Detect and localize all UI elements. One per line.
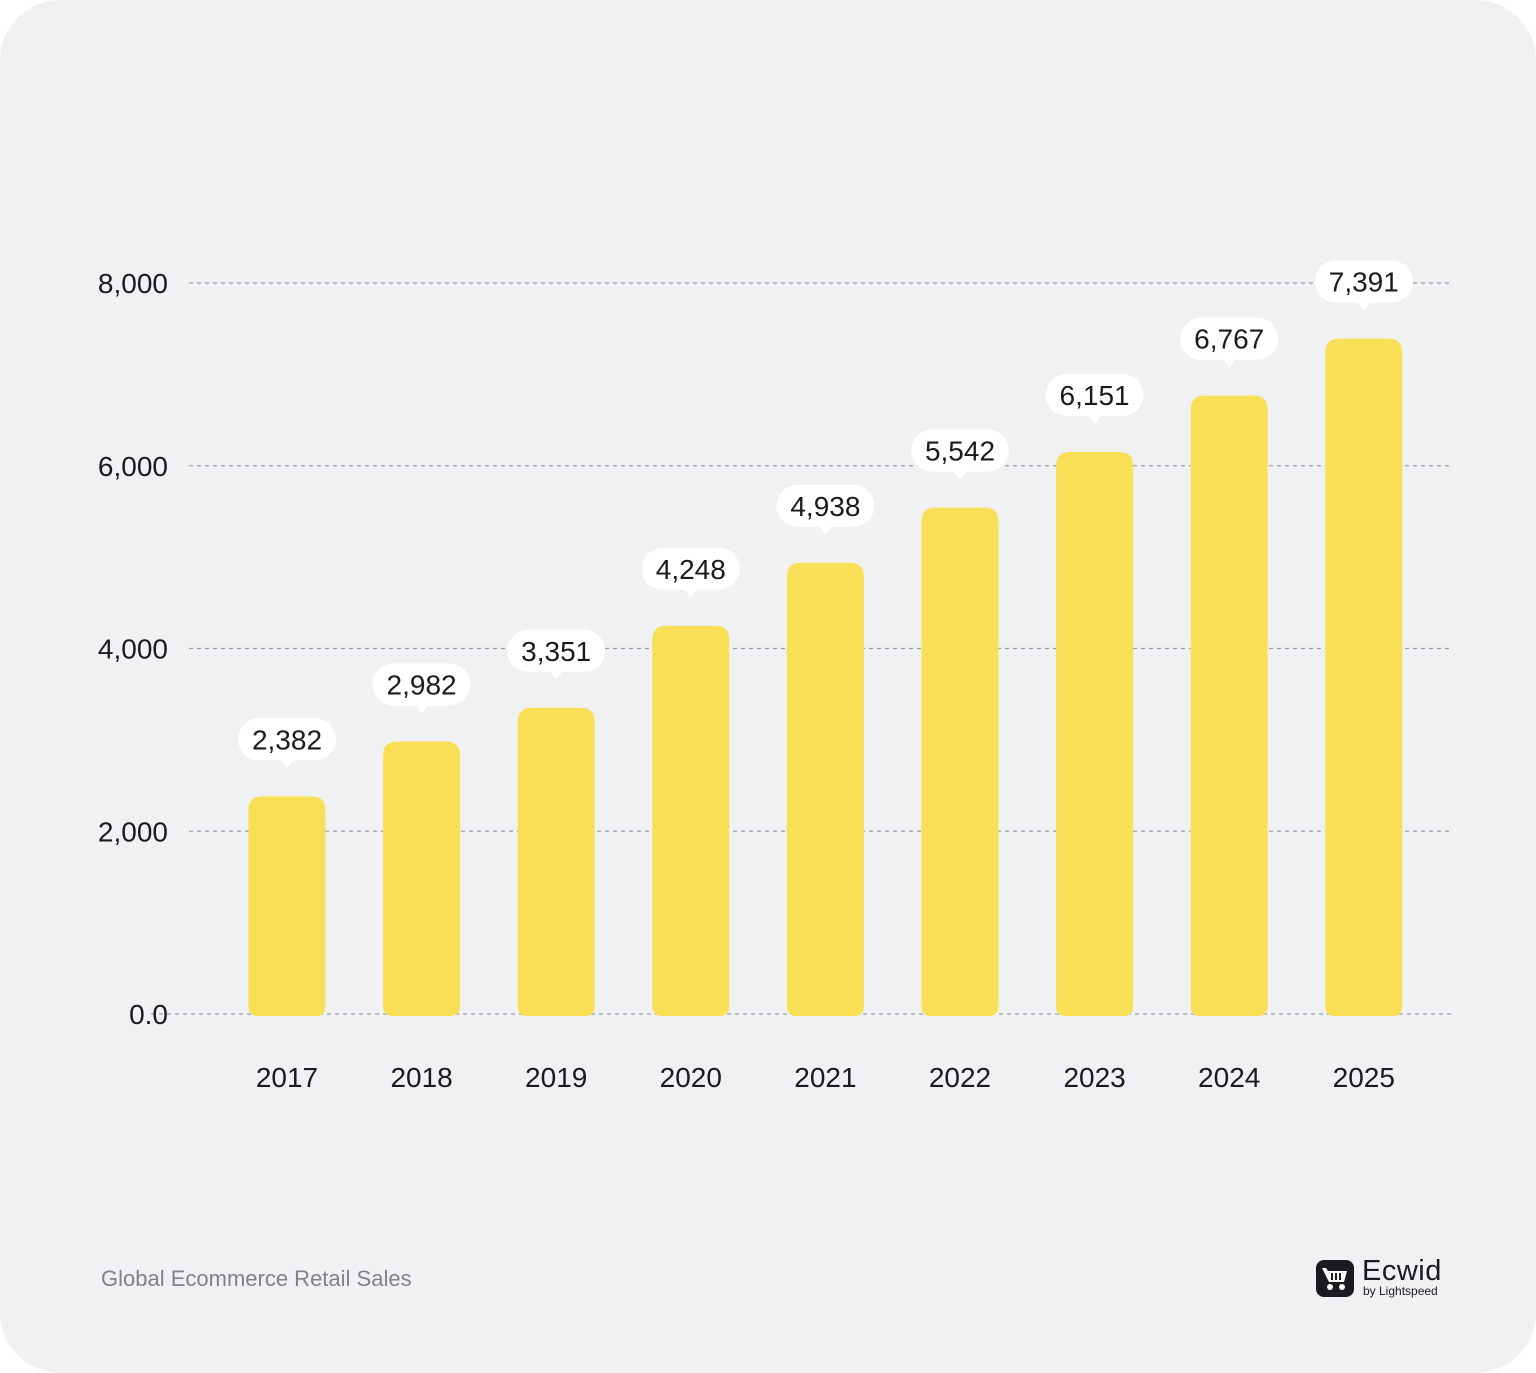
x-tick-label: 2020 bbox=[660, 1062, 722, 1093]
chart-caption: Global Ecommerce Retail Sales bbox=[101, 1266, 412, 1291]
y-tick-label: 8,000 bbox=[98, 268, 168, 299]
data-label-2019: 3,351 bbox=[507, 629, 606, 680]
data-label-pointer bbox=[1087, 414, 1102, 424]
data-label-pointer bbox=[414, 704, 429, 714]
data-label-2023: 6,151 bbox=[1045, 373, 1144, 424]
data-label-value: 3,351 bbox=[521, 636, 591, 667]
data-label-2018: 2,982 bbox=[372, 663, 471, 714]
data-label-bubble bbox=[776, 484, 875, 527]
data-label-pointer bbox=[818, 525, 833, 535]
data-label-pointer bbox=[549, 670, 564, 680]
data-label-pointer bbox=[1222, 358, 1237, 368]
data-label-pointer bbox=[1356, 301, 1371, 311]
bar-2018 bbox=[383, 741, 461, 1016]
data-label-value: 7,391 bbox=[1329, 267, 1399, 298]
shopping-cart-icon bbox=[1316, 1260, 1354, 1297]
y-tick-label: 2,000 bbox=[98, 816, 168, 847]
x-tick-label: 2022 bbox=[929, 1062, 991, 1093]
data-label-2024: 6,767 bbox=[1180, 317, 1279, 368]
data-labels: 2,382 2,982 3,351 4,248 4,938 5,542 6,151 6,767… bbox=[238, 260, 1413, 769]
data-label-2025: 7,391 bbox=[1314, 260, 1413, 311]
bar-2025 bbox=[1325, 338, 1403, 1017]
data-label-2017: 2,382 bbox=[238, 718, 336, 769]
x-tick-label: 2017 bbox=[256, 1062, 318, 1093]
data-label-value: 5,542 bbox=[925, 436, 995, 467]
bar-2022 bbox=[921, 507, 999, 1016]
y-tick-label: 6,000 bbox=[98, 451, 168, 482]
y-tick-label: 0.0 bbox=[129, 999, 168, 1030]
data-label-bubble bbox=[238, 718, 336, 761]
data-label-pointer bbox=[280, 759, 294, 769]
data-label-bubble bbox=[1045, 373, 1144, 416]
data-label-value: 2,982 bbox=[387, 670, 457, 701]
bar-2019 bbox=[517, 707, 595, 1016]
bar-2023 bbox=[1056, 451, 1134, 1016]
data-label-value: 6,151 bbox=[1060, 380, 1130, 411]
brand-name: Ecwid bbox=[1362, 1255, 1442, 1287]
data-label-2022: 5,542 bbox=[911, 429, 1009, 480]
data-label-pointer bbox=[683, 588, 698, 598]
bar-2017 bbox=[248, 796, 326, 1016]
data-label-2020: 4,248 bbox=[641, 547, 740, 598]
x-tick-label: 2019 bbox=[525, 1062, 587, 1093]
bar-2024 bbox=[1190, 395, 1268, 1016]
bar-2020 bbox=[652, 625, 730, 1016]
y-axis-tick-labels: 0.0 2,000 4,000 6,000 8,000 bbox=[98, 268, 168, 1030]
y-tick-label: 4,000 bbox=[98, 634, 168, 665]
data-label-bubble bbox=[372, 663, 471, 706]
x-tick-label: 2021 bbox=[794, 1062, 856, 1093]
x-axis-tick-labels: 2017 2018 2019 2020 2021 2022 2023 2024 2025 bbox=[256, 1062, 1395, 1093]
x-tick-label: 2018 bbox=[390, 1062, 452, 1093]
data-label-bubble bbox=[1180, 317, 1279, 360]
brand-logo: Ecwid by Lightspeed bbox=[1316, 1255, 1456, 1299]
data-label-value: 4,938 bbox=[790, 491, 860, 522]
data-label-bubble bbox=[911, 429, 1009, 472]
x-tick-label: 2025 bbox=[1333, 1062, 1395, 1093]
brand-subtitle: by Lightspeed bbox=[1363, 1284, 1438, 1298]
data-label-value: 2,382 bbox=[252, 724, 322, 755]
data-label-value: 4,248 bbox=[656, 554, 726, 585]
bar-2021 bbox=[786, 562, 864, 1016]
data-label-bubble bbox=[1314, 260, 1413, 303]
x-tick-label: 2024 bbox=[1198, 1062, 1260, 1093]
data-label-value: 6,767 bbox=[1194, 324, 1264, 355]
bars bbox=[248, 338, 1403, 1017]
x-tick-label: 2023 bbox=[1063, 1062, 1125, 1093]
data-label-bubble bbox=[641, 547, 740, 590]
data-label-bubble bbox=[507, 629, 606, 672]
data-label-2021: 4,938 bbox=[776, 484, 875, 535]
data-label-pointer bbox=[953, 470, 967, 480]
